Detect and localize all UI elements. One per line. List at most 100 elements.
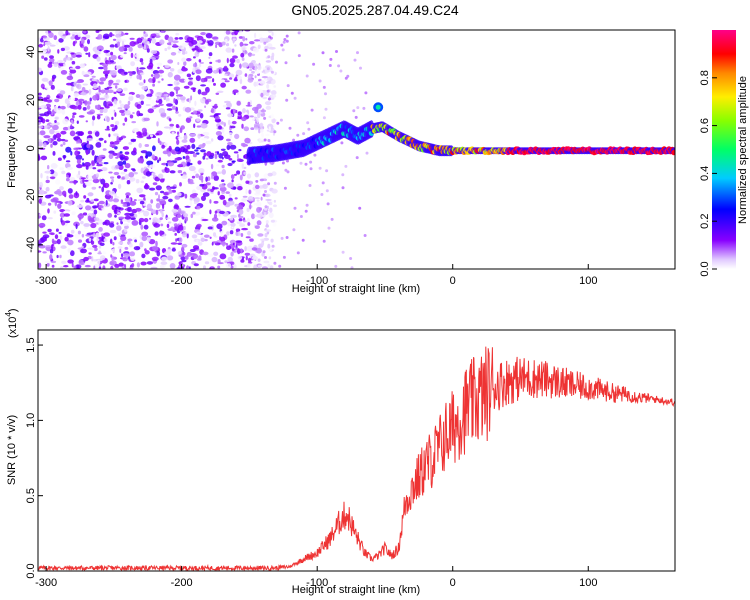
heatmap-cell — [150, 199, 154, 204]
heatmap-cell — [145, 114, 150, 118]
heatmap-cell — [80, 248, 87, 254]
heatmap-cell — [334, 264, 338, 268]
heatmap-cell — [240, 248, 243, 254]
heatmap-cell — [40, 155, 48, 161]
heatmap-cell — [247, 99, 251, 102]
heatmap-cell — [271, 188, 278, 194]
heatmap-cell — [178, 220, 182, 225]
heatmap-cell — [178, 237, 183, 244]
heatmap-cell — [96, 164, 103, 167]
heatmap-cell — [226, 57, 229, 64]
heatmap-cell — [254, 197, 260, 200]
heatmap-cell — [305, 74, 309, 78]
heatmap-cell — [188, 98, 191, 104]
heatmap-cell — [220, 196, 226, 200]
heatmap-cell — [100, 255, 106, 261]
heatmap-cell — [269, 207, 273, 213]
heatmap-cell — [205, 99, 209, 105]
heatmap-cell — [124, 44, 131, 48]
heatmap-cell — [205, 176, 208, 182]
heatmap-cell — [241, 57, 245, 61]
heatmap-cell — [236, 58, 240, 64]
heatmap-cell — [101, 236, 104, 242]
heatmap-cell — [328, 64, 332, 67]
heatmap-cell — [59, 266, 64, 269]
heatmap-cell — [128, 113, 132, 116]
heatmap-cell — [53, 61, 58, 68]
heatmap-cell — [224, 80, 230, 83]
heatmap-cell — [106, 86, 113, 89]
heatmap-cell — [149, 191, 153, 198]
heatmap-cell — [59, 167, 64, 171]
heatmap-cell — [193, 110, 198, 114]
heatmap-cell — [82, 107, 87, 111]
heatmap-cell — [181, 174, 188, 179]
heatmap-cell — [258, 128, 261, 134]
heatmap-cell — [48, 61, 53, 65]
heatmap-cell — [242, 195, 248, 198]
heatmap-cell — [53, 210, 57, 214]
heatmap-cell — [170, 68, 175, 72]
heatmap-cell — [124, 173, 130, 180]
heatmap-cell — [167, 221, 172, 224]
heatmap-cell — [103, 238, 108, 242]
heatmap-cell — [275, 60, 278, 64]
heatmap-cell — [211, 138, 214, 142]
heatmap-cell — [299, 161, 303, 165]
heatmap-cell — [82, 162, 85, 166]
colorbar: 0.0 0.2 0.4 0.6 0.8 Normalized spectral ampl… — [699, 30, 749, 277]
heatmap-cell — [175, 32, 180, 36]
heatmap-cell — [82, 177, 85, 184]
heatmap-cell — [118, 137, 123, 141]
heatmap-cell — [169, 91, 175, 97]
heatmap-cell — [124, 163, 131, 169]
heatmap-cell — [238, 203, 242, 210]
heatmap-cell — [166, 100, 174, 104]
heatmap-cell — [256, 199, 260, 202]
heatmap-cell — [270, 94, 277, 98]
heatmap-cell — [219, 121, 225, 125]
heatmap-cell — [174, 232, 177, 236]
heatmap-cell — [122, 253, 130, 258]
heatmap-cell — [77, 32, 81, 38]
heatmap-cell — [189, 137, 196, 143]
heatmap-cell — [209, 61, 213, 64]
heatmap-cell — [234, 197, 238, 200]
heatmap-cell — [321, 181, 325, 185]
heatmap-cell — [69, 130, 76, 137]
heatmap-cell — [84, 264, 91, 268]
heatmap-cell — [265, 65, 271, 69]
heatmap-cell — [271, 118, 276, 124]
heatmap-cell — [156, 95, 160, 99]
heatmap-cell — [197, 109, 203, 112]
heatmap-cell — [250, 127, 255, 130]
heatmap-cell — [265, 60, 272, 63]
heatmap-cell — [199, 98, 206, 102]
heatmap-cell — [341, 250, 345, 254]
heatmap-cell — [193, 222, 196, 228]
heatmap-cell — [51, 76, 55, 82]
heatmap-cell — [78, 259, 84, 266]
heatmap-cell — [138, 217, 145, 223]
heatmap-cell — [155, 209, 159, 215]
heatmap-cell — [227, 113, 234, 118]
heatmap-cell — [119, 109, 125, 114]
heatmap-cell — [67, 125, 71, 131]
heatmap-cell — [60, 130, 67, 135]
heatmap-cell — [264, 256, 267, 259]
heatmap-cell — [234, 173, 237, 176]
heatmap-cell — [243, 171, 247, 175]
heatmap-cell — [167, 59, 174, 64]
heatmap-cell — [171, 217, 179, 222]
heatmap-cell — [122, 203, 128, 208]
heatmap-cell — [177, 62, 180, 65]
heatmap-cell — [70, 124, 73, 129]
heatmap-cell — [197, 40, 203, 44]
heatmap-cell — [248, 52, 252, 57]
heatmap-cell — [267, 172, 273, 177]
heatmap-cell — [38, 240, 41, 243]
heatmap-cell — [202, 131, 210, 136]
heatmap-cell — [160, 112, 167, 118]
heatmap-cell — [139, 241, 144, 248]
y-tick-label: 0.0 — [25, 563, 37, 578]
